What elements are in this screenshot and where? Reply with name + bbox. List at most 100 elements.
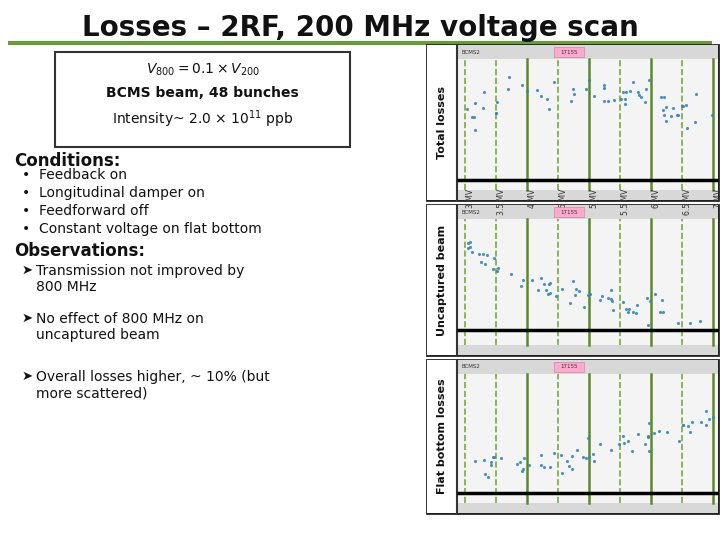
Point [577,453,589,462]
Bar [457,219,718,345]
Point [642,293,653,302]
Point [517,81,528,90]
Point [583,453,595,461]
Point [636,93,647,102]
Point [491,98,503,106]
Point [582,291,593,299]
Point [632,88,644,97]
Point [551,291,562,300]
Point [540,286,552,295]
Point [477,250,489,259]
Point [485,461,496,470]
Bar [554,207,584,217]
Point [624,86,636,95]
Point [703,414,714,423]
Point [658,111,670,120]
Point [672,319,683,327]
Point [678,102,689,111]
Point [565,97,577,105]
Bar [427,205,457,355]
Point [631,301,643,310]
Point [680,100,692,109]
Point [489,452,500,461]
Point [544,104,555,113]
Point [618,438,630,447]
Bar [457,503,718,513]
Point [588,457,600,466]
Point [487,265,499,273]
Bar [457,45,718,59]
Point [467,248,478,257]
Bar [457,345,718,355]
Point [617,87,629,96]
Text: •  Constant voltage on flat bottom: • Constant voltage on flat bottom [22,222,262,236]
Point [644,76,655,84]
Point [573,287,585,296]
Text: 17155: 17155 [560,210,577,214]
Text: Overall losses higher, ~ 10% (but
more scattered): Overall losses higher, ~ 10% (but more s… [36,370,270,400]
Point [617,432,629,441]
Point [468,112,480,121]
Point [684,319,696,328]
Point [580,85,592,93]
Bar [427,45,457,200]
Point [644,447,655,455]
Bar [427,45,718,200]
Point [517,275,528,284]
Point [567,276,579,285]
Point [469,125,480,134]
Bar [457,190,718,200]
Point [639,440,650,448]
Text: Conditions:: Conditions: [14,152,120,170]
Point [503,73,515,82]
Point [570,291,581,300]
Text: Losses – 2RF, 200 MHz voltage scan: Losses – 2RF, 200 MHz voltage scan [81,14,639,42]
Point [667,104,679,112]
Point [473,249,485,258]
Point [479,456,490,464]
Point [461,105,472,113]
Point [588,450,599,458]
Point [677,421,688,429]
Point [682,422,693,430]
Point [479,469,490,478]
Point [672,111,683,119]
Point [657,106,668,114]
Point [477,103,489,112]
Point [606,286,617,295]
Point [598,84,609,92]
Point [557,285,568,294]
Bar [457,59,718,190]
Point [521,87,533,96]
Point [463,244,474,253]
Text: •  Longitudinal damper on: • Longitudinal damper on [22,186,205,200]
Point [539,462,550,471]
Point [561,457,572,465]
Point [544,288,555,297]
Point [548,448,559,457]
Point [657,308,669,316]
Text: Flat bottom losses: Flat bottom losses [437,379,447,494]
Point [665,112,677,121]
Text: 6 MV: 6 MV [652,189,661,208]
Text: ➤: ➤ [22,312,37,325]
Point [556,468,567,477]
Bar [427,360,457,513]
Point [633,91,644,99]
Point [630,308,642,317]
Point [584,289,595,298]
Text: Transmission not improved by
800 MHz: Transmission not improved by 800 MHz [36,264,244,294]
Text: 5.5 MV: 5.5 MV [621,189,630,215]
Point [661,428,672,436]
Point [621,305,632,313]
Point [517,464,528,473]
Point [475,257,487,266]
Point [485,458,497,467]
Point [624,305,635,314]
Point [678,421,689,430]
Point [514,458,526,467]
Point [580,454,591,463]
Point [607,296,618,305]
Point [686,418,698,427]
Point [690,90,701,99]
